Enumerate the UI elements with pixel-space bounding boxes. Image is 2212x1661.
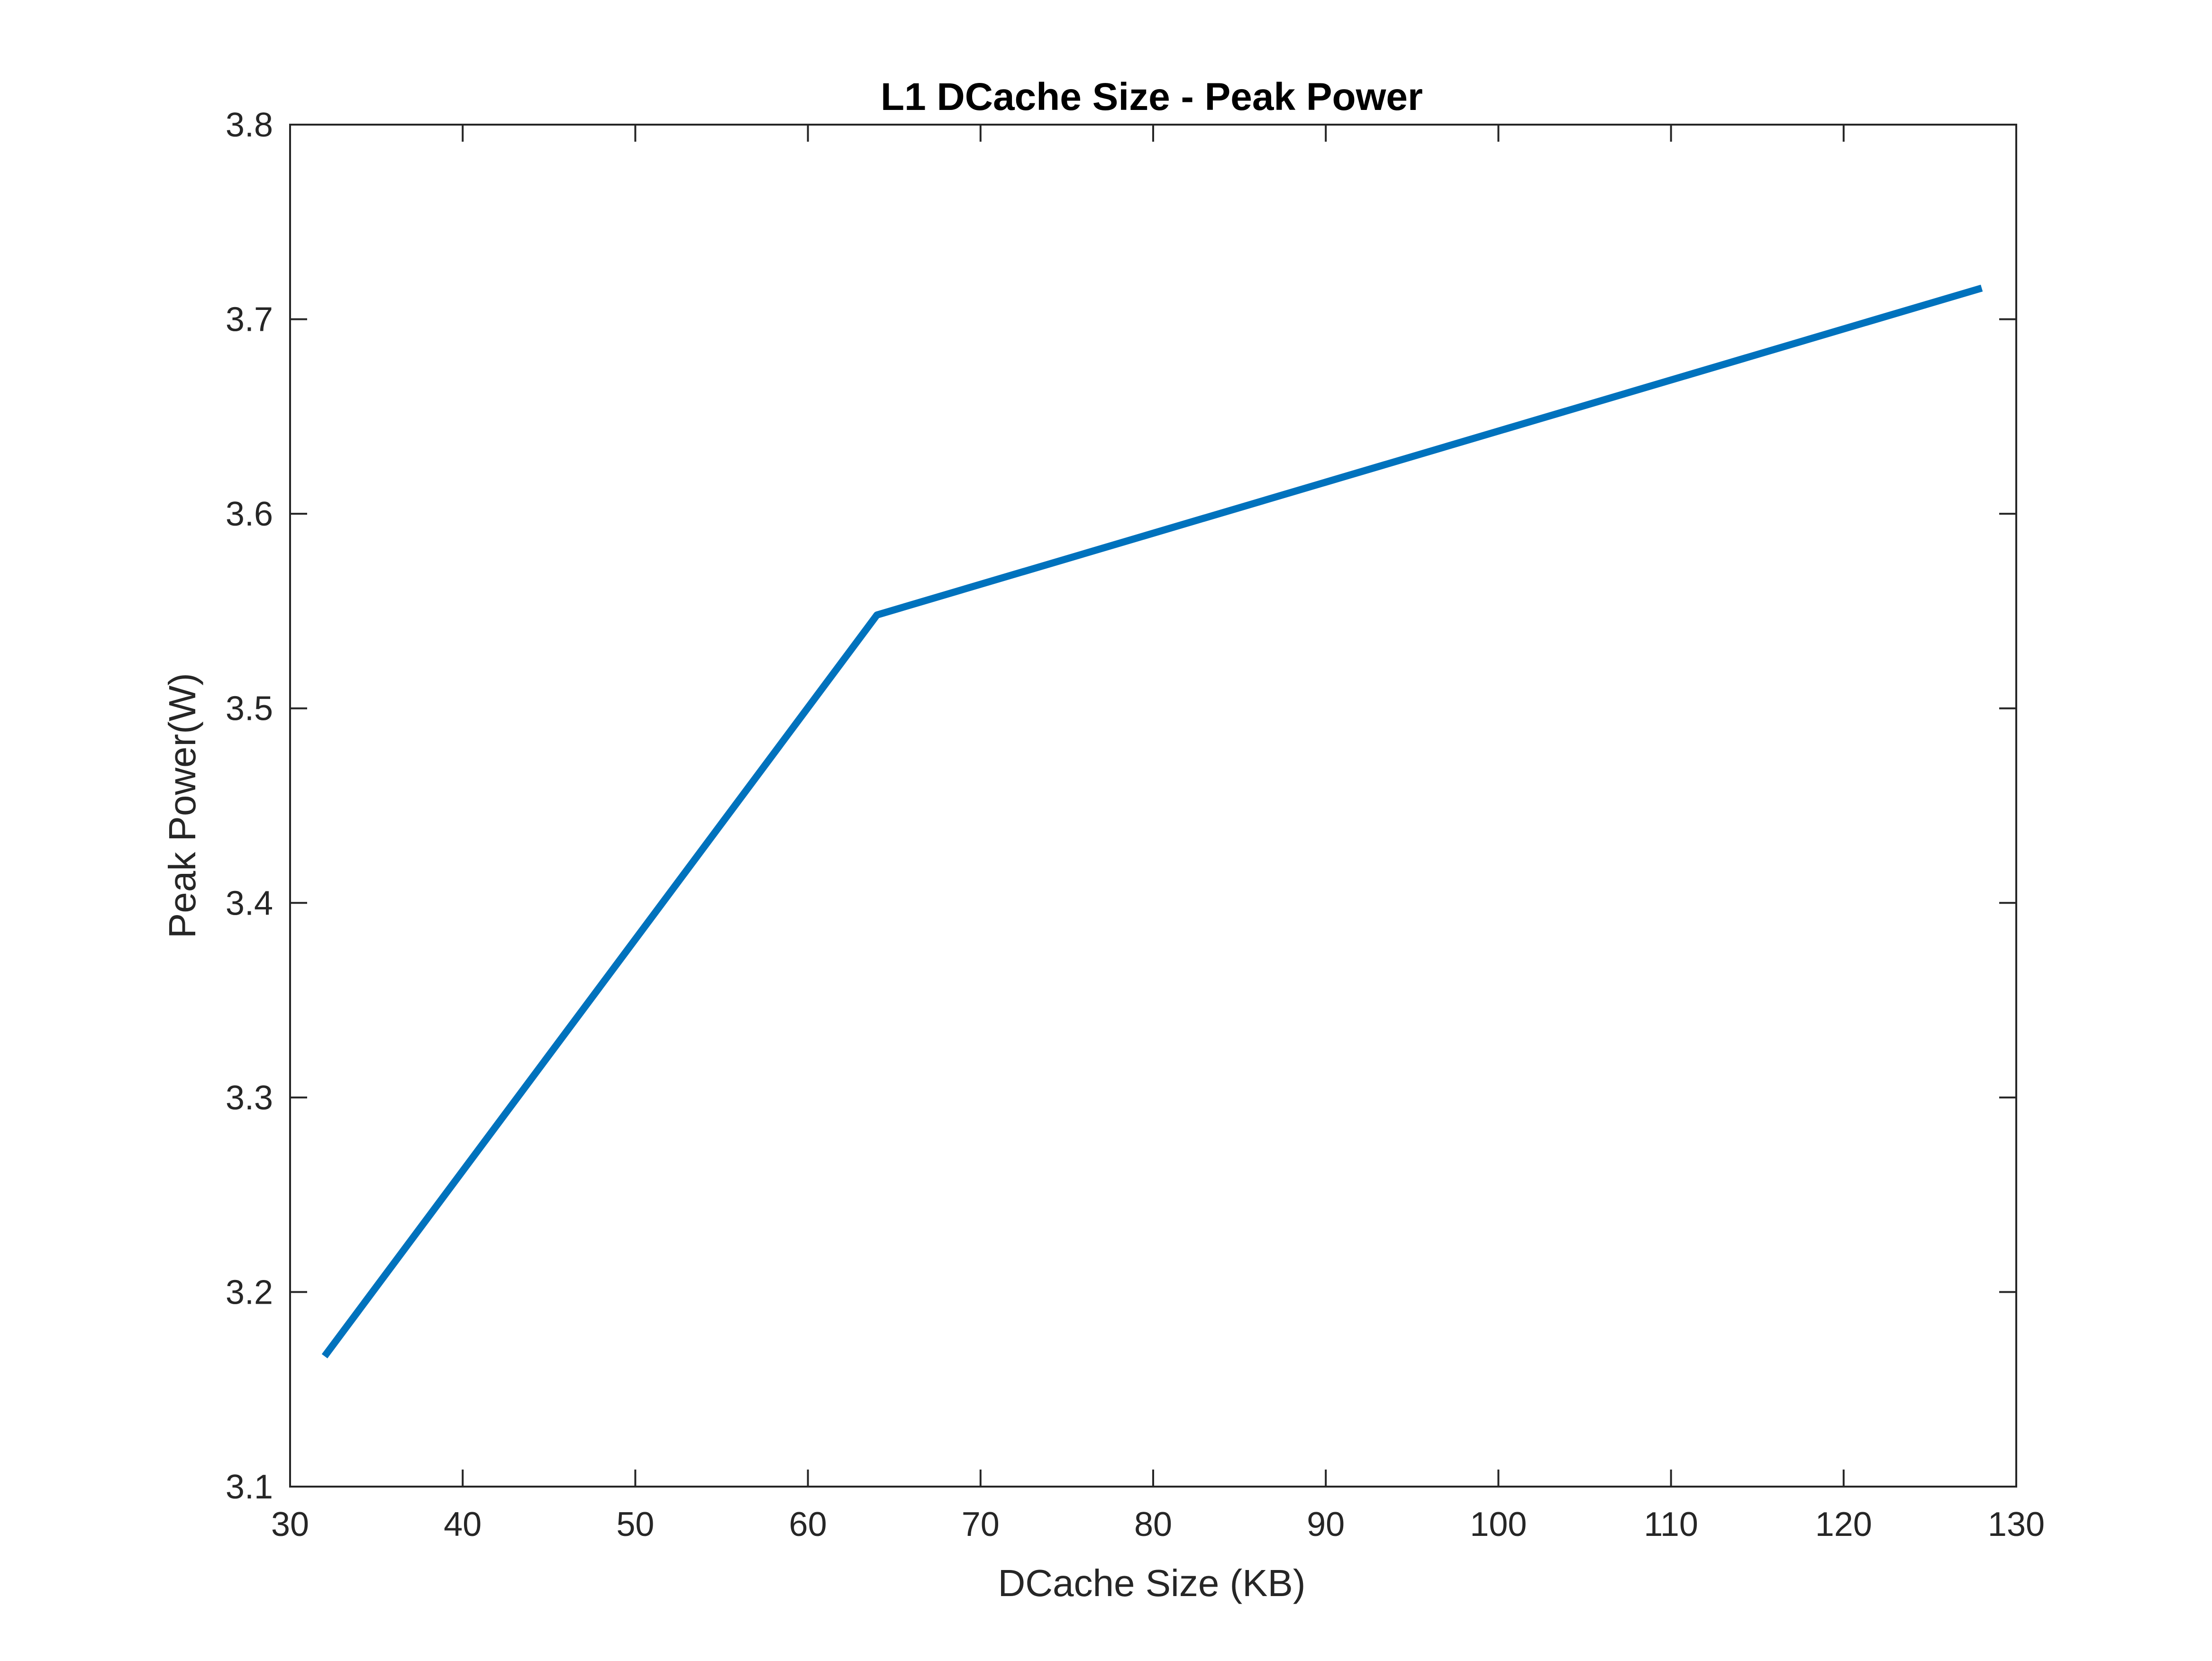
x-tick-label: 50 — [616, 1506, 654, 1543]
x-tick-label: 40 — [444, 1506, 482, 1543]
y-tick-label: 3.3 — [226, 1079, 273, 1117]
chart-title: L1 DCache Size - Peak Power — [881, 75, 1423, 118]
series-group — [321, 284, 1983, 1359]
y-axis-title: Peak Power(W) — [161, 673, 203, 938]
x-axis: 30 40 50 60 70 80 90 100 110 120 130 — [271, 125, 2045, 1543]
x-tick-label: 60 — [789, 1506, 827, 1543]
x-tick-label: 90 — [1307, 1506, 1345, 1543]
y-tick-label: 3.7 — [226, 301, 273, 339]
x-tick-label: 30 — [271, 1506, 309, 1543]
x-tick-label: 110 — [1644, 1506, 1698, 1543]
y-tick-label: 3.4 — [226, 884, 273, 922]
x-tick-label: 130 — [1988, 1506, 2045, 1543]
plot-area-frame — [289, 124, 2017, 1488]
y-axis: 3.1 3.2 3.3 3.4 3.5 3.6 3.7 3.8 — [226, 106, 2016, 1506]
x-tick-label: 70 — [962, 1506, 1000, 1543]
x-axis-title: DCache Size (KB) — [998, 1562, 1305, 1604]
x-tick-label: 120 — [1815, 1506, 1872, 1543]
x-tick-label: 80 — [1134, 1506, 1172, 1543]
series-line — [321, 284, 1983, 1359]
y-tick-label: 3.2 — [226, 1273, 273, 1311]
plot-area — [289, 124, 2017, 1488]
y-tick-label: 3.6 — [226, 495, 273, 533]
y-tick-label: 3.8 — [226, 106, 273, 144]
y-tick-label: 3.1 — [226, 1468, 273, 1506]
y-tick-label: 3.5 — [226, 690, 273, 728]
x-tick-label: 100 — [1470, 1506, 1527, 1543]
